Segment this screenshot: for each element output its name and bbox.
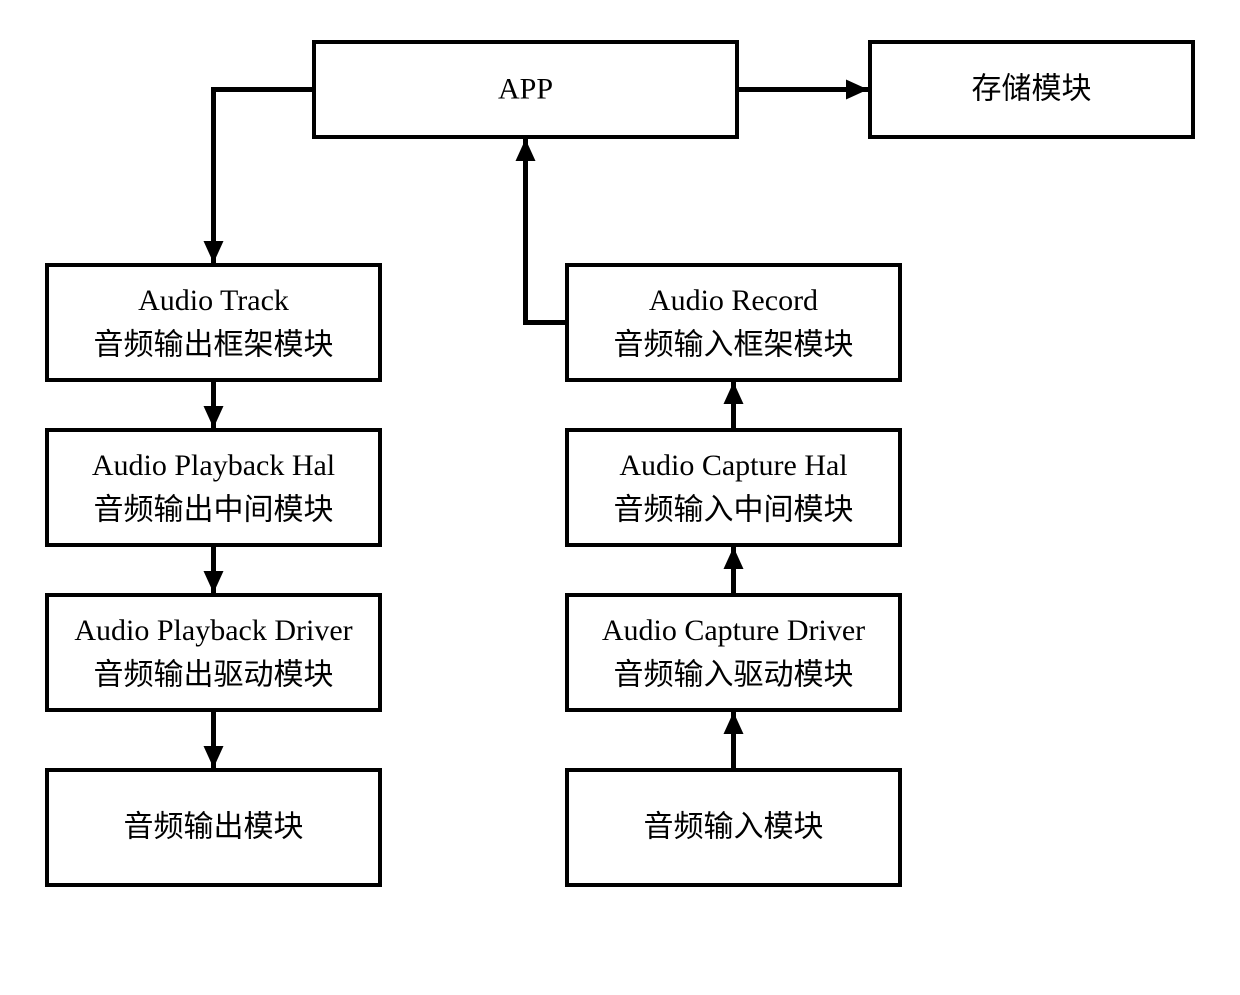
nodes-layer: APP 存储模块 Audio Track 音频输出框架模块 Audio Playback…: [47, 42, 1193, 885]
node-label-cn: 音频输入中间模块: [614, 494, 854, 527]
edge-audio_record-to-app: [526, 139, 568, 323]
node-label-en: Audio Record: [649, 284, 818, 317]
node-box: [47, 265, 380, 380]
node-box: [567, 265, 900, 380]
node-label: 存储模块: [972, 72, 1092, 105]
node-playback_drv: Audio Playback Driver 音频输出驱动模块: [47, 595, 380, 710]
edge-app-to-audio_track: [214, 90, 315, 264]
node-label: 音频输出模块: [124, 810, 304, 843]
node-label-cn: 音频输出中间模块: [94, 494, 334, 527]
node-box: [567, 595, 900, 710]
node-box: [47, 595, 380, 710]
node-label-en: Audio Track: [138, 284, 289, 317]
node-audio_out: 音频输出模块: [47, 770, 380, 885]
node-box: [567, 430, 900, 545]
node-label-en: Audio Playback Driver: [74, 614, 352, 647]
node-app: APP: [314, 42, 737, 137]
node-label-cn: 音频输入框架模块: [614, 329, 854, 362]
node-audio_in: 音频输入模块: [567, 770, 900, 885]
node-playback_hal: Audio Playback Hal 音频输出中间模块: [47, 430, 380, 545]
flowchart: APP 存储模块 Audio Track 音频输出框架模块 Audio Playback…: [0, 0, 1240, 995]
node-storage: 存储模块: [870, 42, 1193, 137]
node-label-en: Audio Capture Driver: [602, 614, 865, 647]
node-box: [47, 430, 380, 545]
node-label: 音频输入模块: [644, 810, 824, 843]
node-capture_drv: Audio Capture Driver 音频输入驱动模块: [567, 595, 900, 710]
node-audio_record: Audio Record 音频输入框架模块: [567, 265, 900, 380]
node-capture_hal: Audio Capture Hal 音频输入中间模块: [567, 430, 900, 545]
node-audio_track: Audio Track 音频输出框架模块: [47, 265, 380, 380]
node-label-en: Audio Playback Hal: [92, 449, 335, 482]
node-label: APP: [498, 72, 553, 105]
node-label-en: Audio Capture Hal: [619, 449, 847, 482]
node-label-cn: 音频输出驱动模块: [94, 659, 334, 692]
node-label-cn: 音频输入驱动模块: [614, 659, 854, 692]
node-label-cn: 音频输出框架模块: [94, 329, 334, 362]
